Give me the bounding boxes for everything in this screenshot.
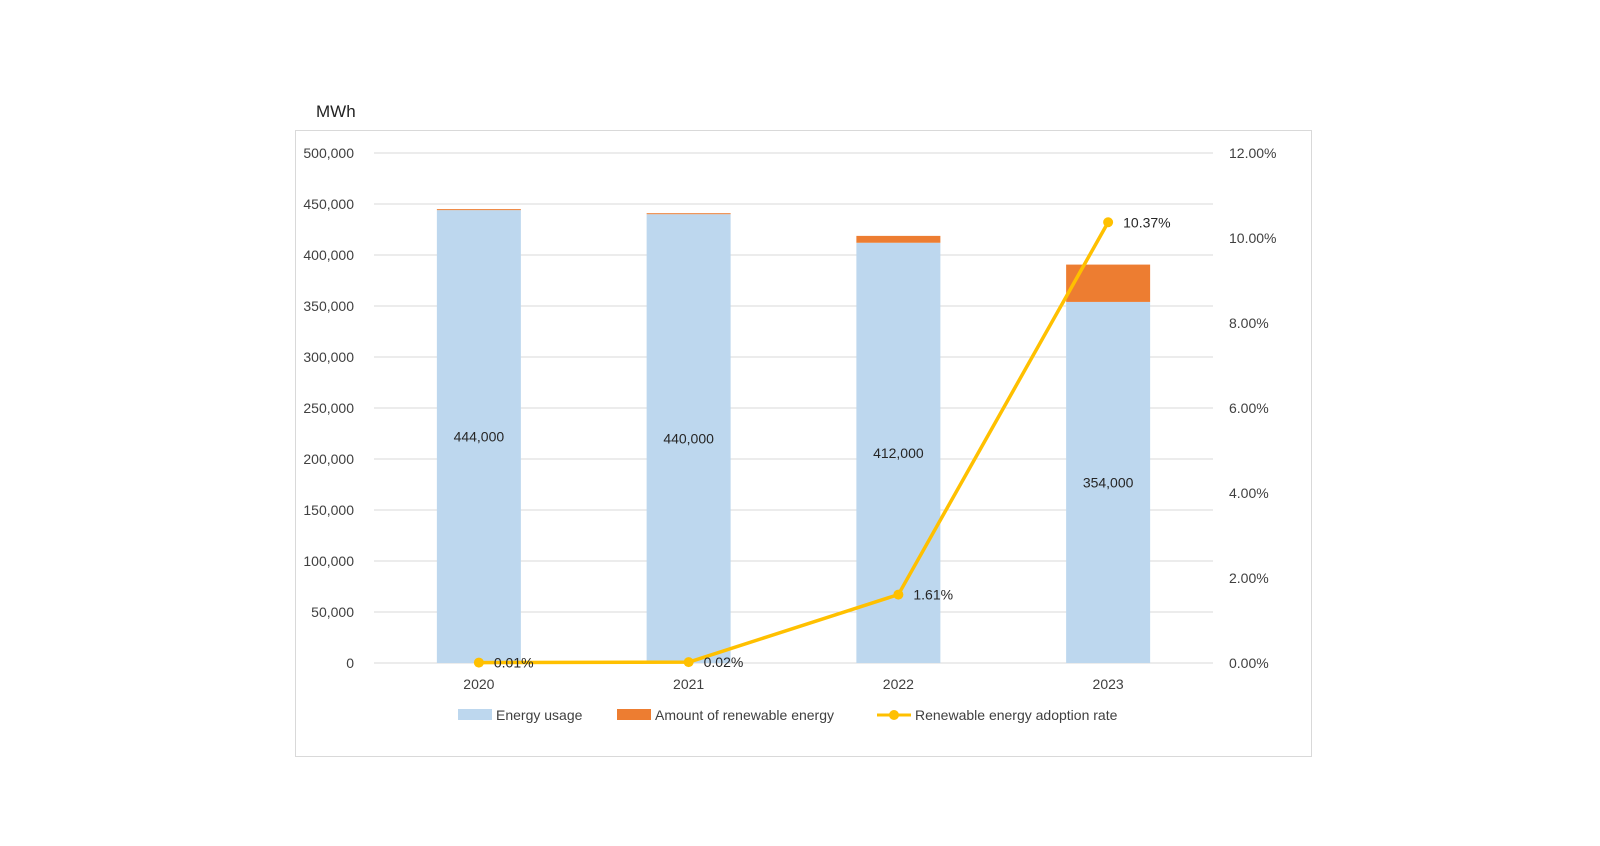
adoption-rate-line [473, 217, 1114, 668]
axes: 0 50,000 100,000 150,000 200,000 250,000 300,0… [303, 145, 1276, 692]
y-left-tick-label: 500,000 [303, 145, 354, 161]
legend-marker-adoption-rate [889, 710, 899, 720]
renewable-energy-bar [1066, 264, 1151, 302]
legend: Energy usage Amount of renewable energy Re… [458, 707, 1118, 723]
legend-label-energy-usage: Energy usage [496, 707, 583, 723]
bars [436, 209, 1151, 663]
energy-usage-bar [646, 214, 731, 663]
y-right-tick-label: 10.00% [1229, 230, 1276, 246]
y-left-tick-label: 250,000 [303, 400, 354, 416]
y-left-tick-label: 150,000 [303, 502, 354, 518]
adoption-rate-point [683, 657, 694, 668]
renewable-energy-bar [856, 235, 941, 243]
y-right-tick-label: 8.00% [1229, 315, 1269, 331]
legend-label-adoption-rate: Renewable energy adoption rate [915, 707, 1118, 723]
adoption-rate-point [893, 589, 904, 600]
x-tick-label: 2021 [673, 676, 704, 692]
x-tick-label: 2023 [1093, 676, 1124, 692]
y-left-tick-label: 200,000 [303, 451, 354, 467]
y-left-tick-label: 350,000 [303, 298, 354, 314]
adoption-rate-data-label: 1.61% [913, 587, 953, 603]
energy-usage-bar [436, 210, 521, 663]
energy-usage-data-label: 354,000 [1083, 474, 1134, 490]
x-tick-label: 2022 [883, 676, 914, 692]
energy-usage-bar [1066, 301, 1151, 663]
energy-usage-data-label: 412,000 [873, 445, 924, 461]
adoption-rate-point [473, 657, 484, 668]
y-axis-unit-label: MWh [316, 102, 356, 121]
x-tick-label: 2020 [463, 676, 494, 692]
renewable-energy-bar [646, 213, 731, 215]
y-right-tick-label: 4.00% [1229, 485, 1269, 501]
y-right-tick-label: 6.00% [1229, 400, 1269, 416]
adoption-rate-data-label: 0.01% [494, 655, 534, 671]
data-labels: 444,000 440,000 412,000 354,000 0.01% 0.02% 1.… [454, 214, 1171, 670]
y-right-tick-label: 12.00% [1229, 145, 1276, 161]
energy-usage-data-label: 440,000 [663, 431, 714, 447]
combo-chart: 444,000 440,000 412,000 354,000 0.01% 0.02% 1.… [303, 145, 1276, 723]
chart-area: 444,000 440,000 412,000 354,000 0.01% 0.02% 1.… [295, 130, 1312, 757]
energy-usage-data-label: 444,000 [454, 429, 505, 445]
y-left-tick-label: 300,000 [303, 349, 354, 365]
y-left-tick-label: 400,000 [303, 247, 354, 263]
adoption-rate-data-label: 10.37% [1123, 214, 1170, 230]
adoption-rate-data-label: 0.02% [704, 654, 744, 670]
legend-label-renewable-energy: Amount of renewable energy [655, 707, 834, 723]
adoption-rate-point [1103, 217, 1114, 228]
adoption-rate-line-path [478, 221, 1110, 665]
y-right-tick-label: 0.00% [1229, 655, 1269, 671]
y-left-tick-label: 100,000 [303, 553, 354, 569]
renewable-energy-bar [436, 209, 521, 211]
legend-swatch-renewable-energy [617, 709, 651, 720]
y-left-tick-label: 50,000 [311, 604, 354, 620]
y-left-tick-label: 0 [346, 655, 354, 671]
y-right-tick-label: 2.00% [1229, 570, 1269, 586]
legend-swatch-energy-usage [458, 709, 492, 720]
y-left-tick-label: 450,000 [303, 196, 354, 212]
